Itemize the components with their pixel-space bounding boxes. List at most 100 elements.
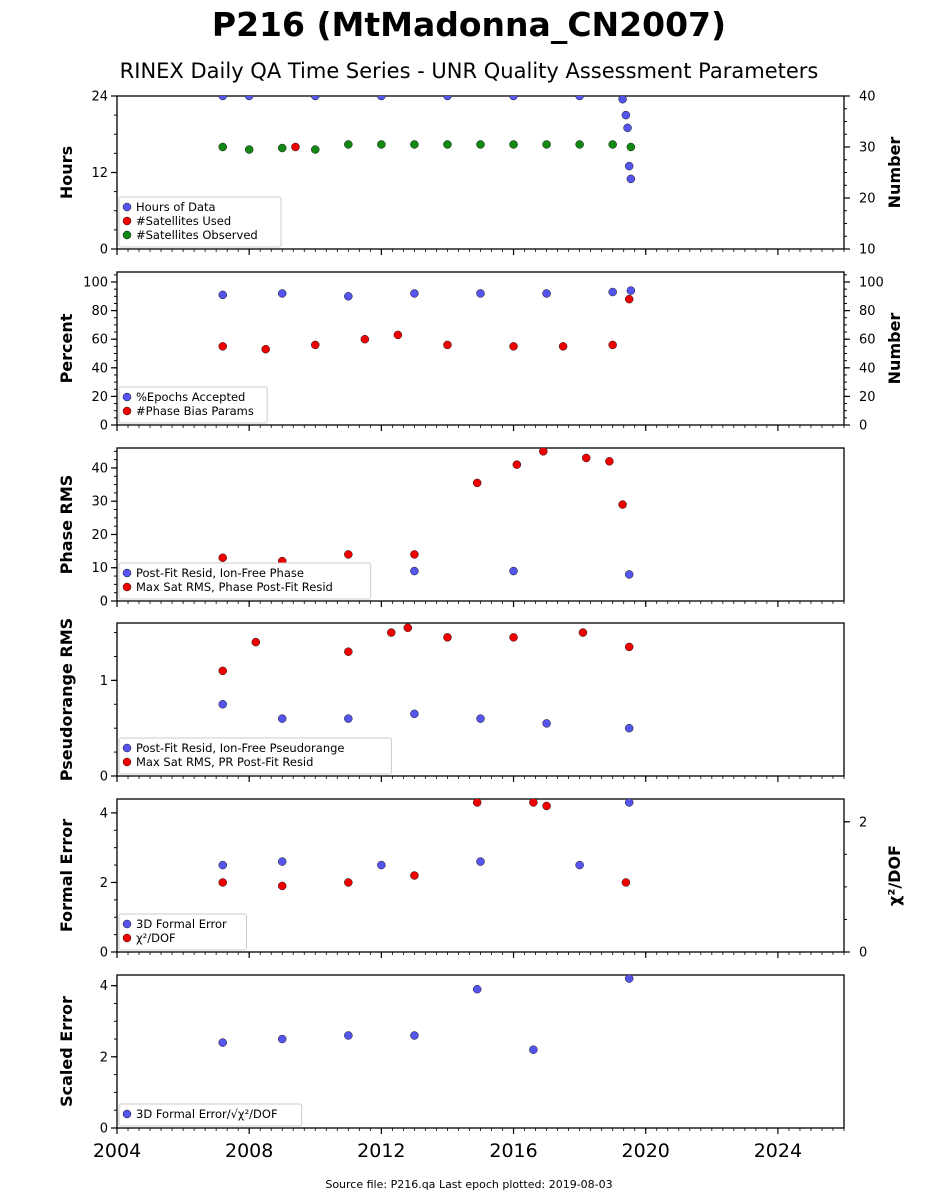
- legend-marker: [122, 582, 132, 592]
- y-tick-label: 40: [91, 361, 108, 376]
- y-tick-label: 0: [100, 770, 108, 785]
- x-tick-label: 2016: [489, 1140, 537, 1162]
- y-right-tick-label: 0: [859, 946, 867, 961]
- data-point: [476, 140, 485, 149]
- data-point: [277, 143, 287, 153]
- data-point: [387, 628, 396, 637]
- series-points: [218, 799, 634, 891]
- data-point: [624, 723, 634, 733]
- data-point: [218, 142, 227, 152]
- series-1: [218, 700, 634, 733]
- data-point: [377, 140, 386, 149]
- last-epoch-label: Last epoch plotted:: [439, 1178, 545, 1191]
- data-point: [344, 550, 353, 559]
- x-tick-label: 2008: [225, 1140, 273, 1162]
- data-point: [608, 287, 617, 297]
- series-points: [218, 286, 636, 354]
- last-epoch-value: 2019-08-03: [549, 1178, 613, 1191]
- figure-subtitle: RINEX Daily QA Time Series - UNR Quality…: [120, 59, 819, 83]
- data-point: [476, 289, 485, 298]
- data-point: [291, 142, 300, 152]
- y-axis-label: Phase RMS: [57, 475, 76, 575]
- data-point: [472, 478, 482, 488]
- data-point: [344, 878, 353, 887]
- data-point: [621, 110, 631, 120]
- data-point: [626, 286, 636, 295]
- legend: 3D Formal Error/√χ²/DOF: [118, 1103, 303, 1127]
- data-point: [344, 647, 353, 656]
- data-point: [529, 799, 538, 807]
- data-point: [377, 96, 386, 101]
- data-point: [624, 294, 634, 304]
- y-right-tick-label: 0: [859, 419, 867, 434]
- legend-box: [118, 386, 268, 424]
- legend-marker: [122, 568, 132, 578]
- series-2: [291, 142, 300, 152]
- legend-box: [118, 1103, 303, 1127]
- y-right-tick-label: 20: [859, 390, 876, 405]
- data-point: [244, 96, 254, 101]
- legend-marker: [122, 392, 132, 402]
- legend-box: [118, 737, 392, 775]
- panel-3: 0 10 20 30 40 Phase RMS Post-Fit Resid, Ion-Fr…: [57, 447, 845, 610]
- data-point: [218, 860, 227, 870]
- legend-label: #Satellites Used: [136, 214, 231, 228]
- data-point: [344, 1031, 353, 1040]
- x-tick-label: 2024: [754, 1140, 802, 1162]
- data-point: [344, 714, 353, 723]
- y-tick-label: 80: [91, 304, 108, 319]
- data-point: [277, 289, 287, 298]
- data-point: [605, 457, 614, 466]
- legend-box: [118, 913, 247, 951]
- y-tick-label: 0: [100, 946, 108, 961]
- data-point: [621, 878, 631, 887]
- data-point: [344, 292, 353, 301]
- y-tick-label: 40: [91, 461, 108, 476]
- data-point: [618, 96, 627, 104]
- y-tick-label: 12: [91, 166, 108, 181]
- series-points: [218, 448, 634, 579]
- source-file: Source file: P216.qa: [325, 1178, 435, 1191]
- series-1: [218, 286, 636, 301]
- data-point: [509, 342, 518, 351]
- data-point: [476, 714, 485, 723]
- data-point: [578, 628, 588, 637]
- legend-box: [118, 196, 282, 248]
- y-tick-label: 30: [91, 495, 108, 510]
- data-point: [410, 550, 419, 559]
- data-point: [410, 140, 419, 149]
- data-point: [472, 984, 482, 994]
- legend-label: Post-Fit Resid, Ion-Free Phase: [136, 566, 304, 580]
- legend: Hours of Data#Satellites Used#Satellites…: [118, 196, 282, 248]
- data-point: [608, 340, 617, 350]
- y-right-tick-label: 20: [859, 192, 876, 207]
- y-right-axis-label: Number: [885, 313, 904, 385]
- legend-marker: [122, 743, 132, 753]
- y-tick-label: 24: [91, 90, 108, 105]
- data-point: [529, 1045, 538, 1054]
- y-right-axis-label: χ²/DOF: [885, 845, 904, 906]
- x-tick-label: 2004: [93, 1140, 141, 1162]
- y-right-tick-label: 100: [859, 276, 884, 291]
- data-point: [410, 709, 419, 719]
- data-point: [476, 857, 485, 866]
- panel-4: 0 1 Pseudorange RMS Post-Fit Resid, Ion-Fre…: [57, 618, 845, 785]
- data-point: [542, 140, 551, 149]
- data-point: [218, 878, 227, 887]
- y-tick-label: 4: [100, 979, 108, 994]
- data-point: [618, 500, 627, 509]
- data-point: [344, 140, 353, 149]
- y-right-tick-label: 30: [859, 141, 876, 156]
- x-tick-label: 2020: [622, 1140, 670, 1162]
- legend-box: [118, 562, 372, 600]
- data-point: [218, 700, 227, 709]
- y-axis-label: Scaled Error: [57, 996, 76, 1107]
- legend-label: %Epochs Accepted: [136, 390, 245, 404]
- panel-6: 0 2 4 2004 2008 2012 2016 2020 2024 Scaled Error 3…: [57, 974, 845, 1162]
- legend-marker: [122, 230, 132, 240]
- data-point: [624, 975, 634, 983]
- data-point: [623, 123, 632, 133]
